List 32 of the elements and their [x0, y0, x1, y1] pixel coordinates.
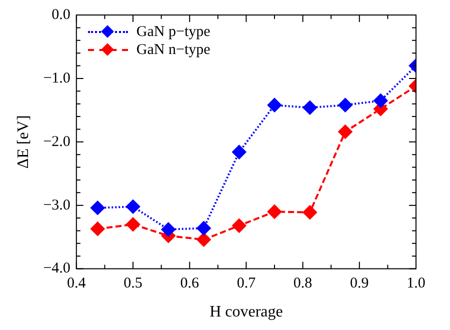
- point: [232, 145, 246, 160]
- x-tick-label: 0.7: [236, 276, 256, 292]
- x-tick-label: 0.9: [350, 276, 369, 292]
- point: [268, 98, 282, 112]
- x-tick-label: 0.6: [180, 276, 200, 292]
- x-tick-label: 0.8: [293, 276, 312, 292]
- y-tick-label: −1.0: [43, 70, 70, 86]
- point: [232, 218, 246, 233]
- point: [196, 232, 211, 247]
- x-tick-label: 0.5: [124, 276, 142, 292]
- y-tick-label: −3.0: [43, 197, 70, 214]
- x-tick-label: 1.0: [406, 276, 426, 292]
- y-axis-title: ΔE [eV]: [14, 115, 32, 169]
- point: [90, 222, 105, 236]
- point: [126, 200, 140, 214]
- point: [196, 221, 211, 236]
- point: [126, 217, 140, 232]
- x-tick-label: 0.4: [67, 276, 86, 292]
- point: [302, 100, 317, 115]
- legend-label: GaN n−type: [136, 41, 210, 59]
- point: [302, 205, 317, 220]
- legend-label: GaN p−type: [136, 23, 210, 41]
- point: [161, 222, 176, 236]
- point: [338, 124, 352, 139]
- point: [338, 98, 352, 112]
- x-axis-title: H coverage: [210, 304, 283, 321]
- point: [374, 94, 388, 108]
- point: [90, 200, 105, 215]
- y-tick-label: 0.0: [52, 6, 70, 23]
- y-tick-label: −4.0: [43, 260, 70, 277]
- point: [268, 204, 282, 219]
- y-tick-label: −2.0: [43, 134, 70, 150]
